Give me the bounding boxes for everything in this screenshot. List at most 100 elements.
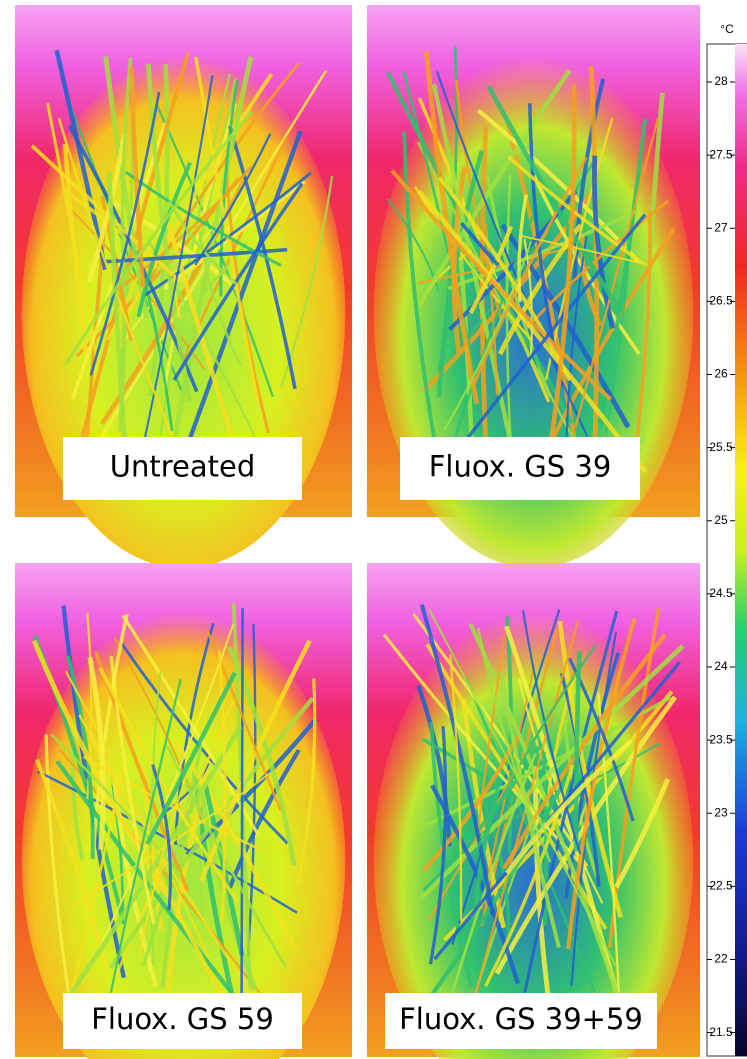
leaf	[428, 726, 448, 965]
leaf	[566, 617, 637, 950]
panel-label: Fluox. GS 59	[91, 1002, 274, 1036]
leaf	[44, 734, 73, 1008]
colorbar-gradient	[735, 44, 747, 1056]
leaf	[108, 696, 315, 970]
thermal-panel: Untreated	[15, 5, 352, 569]
colorbar-tick-label: 21.5	[709, 1025, 733, 1039]
leaf	[198, 230, 242, 367]
leaf	[479, 125, 489, 445]
leaf	[550, 227, 676, 440]
leaf	[494, 695, 678, 975]
leaf	[557, 620, 623, 918]
leaf	[504, 625, 622, 1005]
panel-label-box	[385, 993, 657, 1049]
colorbar-tick-label: 23.5	[709, 732, 733, 746]
leaf	[149, 671, 162, 965]
colorbar-tick-label: 22.5	[709, 879, 733, 893]
colorbar-tick-label: 27	[714, 220, 728, 234]
leaf	[102, 678, 182, 1030]
thermal-panel: Fluox. GS 39+59	[367, 563, 700, 1059]
leaf	[402, 71, 477, 373]
leaf	[64, 670, 210, 958]
leaf	[194, 133, 272, 266]
colorbar-tick-label: 27.5	[709, 147, 733, 161]
leaf	[447, 209, 638, 291]
colorbar: °C 28 27.5 27 26.5 26 25.5 25 24.5 24 23.5 23 22.5 2…	[706, 22, 747, 1057]
colorbar-tick-label: 28	[714, 74, 728, 88]
leaf	[64, 110, 253, 366]
leaf	[588, 65, 600, 445]
leaf	[505, 738, 634, 875]
panel-label: Fluox. GS 39	[429, 450, 612, 484]
leaf	[486, 84, 623, 314]
leaf	[35, 759, 109, 970]
leaf	[135, 75, 214, 480]
leaves	[386, 46, 676, 490]
leaf	[390, 169, 613, 401]
leaf	[468, 622, 622, 1002]
leaf	[476, 627, 552, 863]
colorbar-tick-label: 26	[714, 367, 728, 381]
leaf	[68, 725, 243, 997]
leaf	[129, 66, 146, 288]
leaf	[459, 221, 500, 267]
leaf	[226, 645, 297, 866]
leaf	[137, 776, 187, 957]
leaf	[202, 242, 249, 293]
colorbar-tick-label: 23	[714, 805, 728, 819]
leaf	[454, 79, 503, 320]
leaf	[471, 156, 588, 387]
leaf	[446, 209, 537, 459]
leaf	[91, 614, 129, 853]
leaf	[428, 608, 617, 967]
leaf	[449, 654, 463, 921]
leaf	[136, 161, 192, 318]
leaf	[98, 667, 239, 903]
leaf	[227, 748, 301, 889]
leaves	[382, 604, 685, 1029]
leaf	[206, 631, 282, 811]
leaf	[155, 103, 274, 398]
leaf	[431, 83, 520, 474]
panels: Untreated Fluox. GS 39 Fluox. GS 59 Fluox. …	[15, 5, 700, 1059]
leaf	[114, 165, 253, 294]
colorbar-tick-label: 25	[714, 513, 728, 527]
leaf	[76, 70, 328, 479]
leaf	[171, 130, 303, 485]
leaf	[57, 117, 192, 479]
leaf	[145, 671, 237, 846]
colorbar-tick-label: 24.5	[709, 586, 733, 600]
leaf	[68, 52, 190, 483]
leaf	[470, 619, 580, 1011]
leaf	[473, 644, 597, 857]
leaf	[614, 778, 671, 889]
leaf	[476, 635, 506, 832]
leaf	[438, 176, 572, 382]
leaf	[31, 639, 170, 898]
colorbar-tick-label: 26.5	[709, 294, 733, 308]
colorbar-tick-label: 24	[714, 659, 728, 673]
thermal-panel: Fluox. GS 59	[15, 563, 352, 1059]
leaf	[167, 56, 254, 465]
leaf	[50, 733, 182, 877]
leaf	[549, 84, 577, 439]
leaf	[499, 671, 561, 949]
leaf	[87, 656, 106, 850]
leaf	[598, 118, 648, 426]
leaf	[296, 678, 317, 885]
panel-label-box	[63, 993, 302, 1049]
leaf	[402, 131, 439, 452]
leaf	[109, 655, 156, 924]
leaves	[31, 603, 318, 1030]
leaf	[89, 91, 161, 376]
thermal-panel: Fluox. GS 39	[367, 5, 700, 569]
leaf	[417, 189, 648, 474]
leaf	[415, 69, 572, 310]
leaf	[162, 102, 238, 389]
colorbar-tick-label: 22	[714, 952, 728, 966]
leaf	[521, 235, 648, 266]
leaf	[416, 684, 452, 847]
leaf	[541, 752, 549, 926]
leaf	[412, 613, 589, 868]
